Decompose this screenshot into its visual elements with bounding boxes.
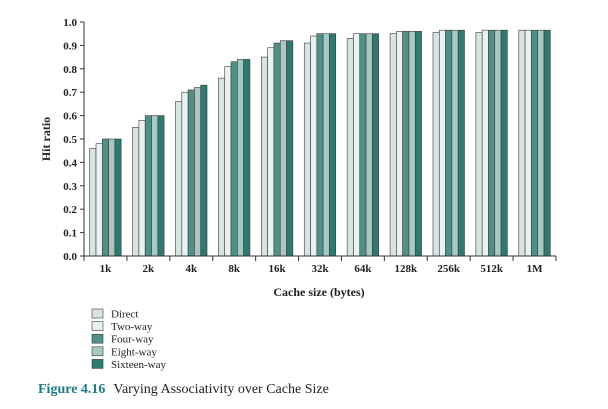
x-tick-label: 4k	[185, 263, 198, 275]
figure-title: Varying Associativity over Cache Size	[113, 382, 329, 397]
bar-direct-512k	[475, 32, 483, 257]
bar-four-way-256k	[445, 29, 453, 257]
legend: DirectTwo-wayFour-wayEight-waySixteen-wa…	[91, 308, 166, 371]
legend-label-sixteen-way: Sixteen-way	[111, 359, 166, 371]
legend-label-direct: Direct	[111, 309, 138, 321]
bar-eight-way-1k	[108, 138, 116, 257]
bar-two-way-128k	[396, 31, 403, 257]
bar-eight-way-8k	[237, 59, 244, 257]
bar-two-way-64k	[353, 33, 361, 257]
bar-two-way-2k	[138, 119, 146, 257]
bar-direct-128k	[389, 33, 397, 257]
bar-four-way-2k	[144, 115, 152, 257]
bar-eight-way-256k	[451, 29, 459, 257]
x-tick-label: 1M	[527, 263, 544, 275]
bar-four-way-16k	[273, 42, 281, 257]
bar-eight-way-64k	[365, 33, 373, 257]
y-tick-label: 0.1	[63, 228, 77, 240]
y-tick-label: 0.6	[63, 111, 77, 123]
y-tick-label: 0.0	[63, 251, 77, 263]
bar-two-way-512k	[481, 29, 489, 257]
bar-sixteen-way-128k	[414, 31, 422, 257]
bar-four-way-64k	[359, 33, 367, 257]
bar-sixteen-way-512k	[500, 29, 508, 257]
bar-direct-1k	[89, 148, 97, 257]
bar-sixteen-way-4k	[200, 84, 208, 257]
bar-sixteen-way-8k	[243, 59, 251, 257]
bar-sixteen-way-1M	[543, 29, 551, 257]
x-tick-label: 128k	[395, 263, 419, 275]
y-tick-label: 0.8	[63, 64, 77, 76]
bar-eight-way-2k	[151, 115, 159, 257]
x-tick-label: 8k	[228, 263, 241, 275]
bar-two-way-1M	[524, 29, 532, 257]
legend-label-two-way: Two-way	[111, 321, 153, 333]
bar-four-way-4k	[187, 89, 195, 257]
bar-sixteen-way-16k	[286, 40, 294, 257]
bar-direct-2k	[132, 127, 140, 257]
bar-eight-way-4k	[194, 87, 202, 257]
bar-four-way-8k	[230, 61, 238, 257]
bar-eight-way-16k	[279, 40, 287, 257]
y-tick-label: 0.5	[63, 134, 77, 146]
bar-two-way-16k	[267, 47, 275, 257]
bar-two-way-256k	[438, 29, 446, 257]
y-tick-label: 0.4	[63, 157, 77, 169]
figure-caption: Figure 4.16 Varying Associativity over Ca…	[38, 382, 329, 398]
x-axis-title: Cache size (bytes)	[273, 285, 364, 299]
axes-layer: 0.0 0.1 0.2 0.3 0.4 0.5 0.6 0.7 0.8 0.9 1.0 1k 2k 4k 8…	[63, 17, 557, 275]
y-tick-label: 0.9	[63, 40, 77, 52]
bar-eight-way-32k	[322, 33, 330, 257]
bar-eight-way-128k	[408, 31, 416, 257]
y-tick-label: 1.0	[63, 17, 77, 29]
x-tick-label: 64k	[354, 263, 372, 275]
x-tick-label: 32k	[311, 263, 329, 275]
y-axis-title: Hit ratio	[39, 117, 53, 161]
y-tick-label: 0.7	[63, 87, 77, 99]
bar-sixteen-way-32k	[329, 33, 337, 257]
legend-swatch-sixteen-way	[91, 359, 104, 369]
bar-direct-16k	[261, 56, 268, 257]
legend-swatch-direct	[91, 308, 104, 319]
bar-four-way-512k	[488, 29, 496, 257]
bar-sixteen-way-2k	[157, 115, 165, 257]
bar-eight-way-512k	[494, 29, 502, 257]
bar-eight-way-1M	[537, 29, 545, 257]
x-tick-label: 1k	[100, 263, 113, 275]
bar-two-way-4k	[181, 91, 189, 257]
bar-direct-64k	[346, 38, 354, 257]
figure-number: Figure 4.16	[38, 382, 106, 397]
x-tick-label: 2k	[143, 263, 156, 275]
bar-sixteen-way-1k	[114, 138, 122, 257]
y-tick-label: 0.3	[63, 181, 77, 193]
bar-four-way-32k	[316, 33, 324, 257]
x-tick-label: 512k	[480, 263, 504, 275]
legend-swatch-four-way	[91, 333, 104, 344]
bar-sixteen-way-256k	[457, 29, 465, 257]
bar-two-way-32k	[310, 35, 318, 257]
bars-layer	[89, 29, 551, 257]
bar-direct-256k	[432, 32, 440, 257]
bar-direct-1M	[518, 29, 526, 257]
legend-label-four-way: Four-way	[111, 334, 154, 346]
x-tick-label: 256k	[437, 263, 461, 275]
bar-two-way-8k	[224, 66, 232, 257]
bar-direct-4k	[175, 101, 183, 257]
bar-four-way-128k	[402, 31, 410, 257]
bar-direct-8k	[218, 77, 226, 257]
legend-swatch-eight-way	[91, 346, 104, 357]
legend-label-eight-way: Eight-way	[111, 346, 157, 358]
y-tick-label: 0.2	[63, 204, 77, 216]
x-tick-label: 16k	[269, 263, 287, 275]
bar-direct-32k	[303, 42, 311, 257]
bar-four-way-1k	[102, 138, 109, 257]
legend-swatch-two-way	[91, 321, 104, 331]
bar-sixteen-way-64k	[372, 33, 379, 257]
bar-four-way-1M	[531, 29, 539, 257]
hit-ratio-bar-chart: 0.0 0.1 0.2 0.3 0.4 0.5 0.6 0.7 0.8 0.9 1.0 1k 2k 4k 8…	[39, 17, 557, 371]
bar-two-way-1k	[95, 143, 103, 257]
